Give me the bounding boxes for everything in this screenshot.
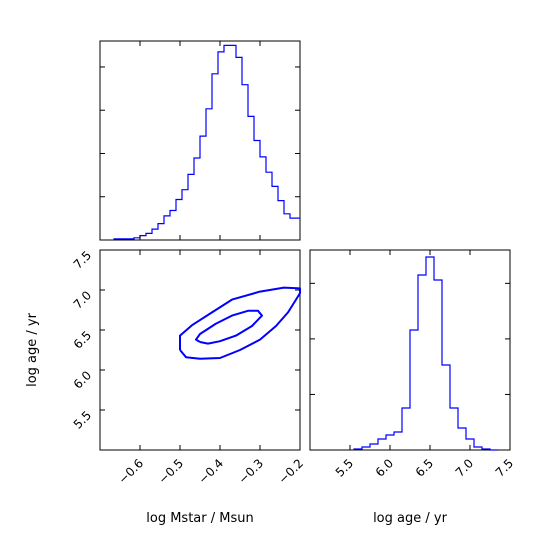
y-tick-label: 7.0 — [71, 288, 94, 311]
contour-outer-level — [179, 286, 301, 360]
hist-age-ticks: 5.5 6.0 6.5 7.0 7.5 — [310, 250, 516, 480]
y-tick-label: 5.5 — [71, 408, 94, 431]
hist-mstar-steps — [113, 44, 300, 240]
hist-mstar-panel — [99, 40, 301, 241]
x-tick-label: −0.2 — [276, 456, 307, 487]
contour-panel: −0.6 −0.5 −0.4 −0.3 −0.2 5.5 6.0 6.5 7.0 7.5 — [71, 248, 306, 487]
hist-age-steps — [353, 256, 498, 451]
x-tick-label: 7.5 — [493, 456, 516, 479]
x-axis-label-age: log age / yr — [373, 511, 448, 526]
x-tick-label: −0.5 — [156, 456, 187, 487]
x-axis-label-mstar: log Mstar / Msun — [146, 511, 253, 526]
y-tick-label: 7.5 — [71, 248, 94, 271]
contour-y-ticks: 5.5 6.0 6.5 7.0 7.5 — [71, 248, 300, 432]
x-tick-label: −0.4 — [196, 456, 227, 487]
y-tick-label: 6.5 — [71, 328, 94, 351]
hist-mstar-frame — [99, 40, 301, 241]
x-tick-label: −0.3 — [236, 456, 267, 487]
x-tick-label: −0.6 — [116, 456, 147, 487]
y-tick-label: 6.0 — [71, 368, 94, 391]
hist-age-frame — [309, 249, 511, 451]
hist-mstar-ticks — [100, 41, 301, 240]
x-tick-label: 6.0 — [373, 456, 396, 479]
contour-x-ticks: −0.6 −0.5 −0.4 −0.3 −0.2 — [116, 250, 307, 487]
x-tick-label: 6.5 — [413, 456, 436, 479]
y-axis-label-age: log age / yr — [25, 312, 40, 387]
contour-frame — [99, 249, 301, 451]
x-tick-label: 5.5 — [333, 456, 356, 479]
x-tick-label: 7.0 — [453, 456, 476, 479]
contour-inner-level — [195, 309, 263, 345]
hist-age-panel: 5.5 6.0 6.5 7.0 7.5 — [309, 249, 516, 480]
